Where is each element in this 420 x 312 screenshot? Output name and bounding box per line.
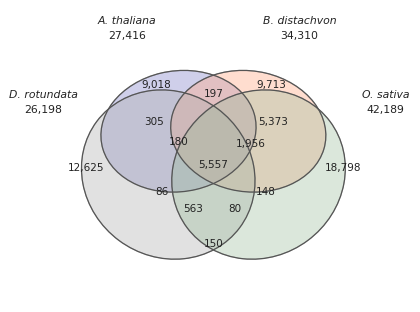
- Text: 34,310: 34,310: [281, 31, 319, 41]
- Ellipse shape: [81, 90, 255, 259]
- Text: 18,798: 18,798: [324, 163, 361, 173]
- Text: 5,557: 5,557: [198, 160, 228, 170]
- Text: 42,189: 42,189: [367, 105, 405, 115]
- Text: 1,956: 1,956: [235, 139, 265, 149]
- Text: 86: 86: [155, 187, 169, 197]
- Text: B. distachvon: B. distachvon: [263, 16, 336, 26]
- Text: O. sativa: O. sativa: [362, 90, 410, 100]
- Text: 305: 305: [144, 117, 164, 127]
- Text: 12,625: 12,625: [68, 163, 105, 173]
- Text: 197: 197: [203, 89, 223, 99]
- Text: 150: 150: [204, 239, 223, 249]
- Text: 180: 180: [168, 137, 189, 147]
- Text: 80: 80: [228, 204, 241, 214]
- Ellipse shape: [172, 90, 345, 259]
- Text: A. thaliana: A. thaliana: [98, 16, 157, 26]
- Text: D. rotundata: D. rotundata: [8, 90, 77, 100]
- Text: 563: 563: [183, 204, 203, 214]
- Text: 9,713: 9,713: [256, 80, 286, 90]
- Text: 5,373: 5,373: [258, 117, 288, 127]
- Text: 26,198: 26,198: [24, 105, 62, 115]
- Text: 27,416: 27,416: [108, 31, 146, 41]
- Text: 148: 148: [256, 187, 276, 197]
- Ellipse shape: [171, 71, 326, 192]
- Text: 9,018: 9,018: [141, 80, 171, 90]
- Ellipse shape: [101, 71, 256, 192]
